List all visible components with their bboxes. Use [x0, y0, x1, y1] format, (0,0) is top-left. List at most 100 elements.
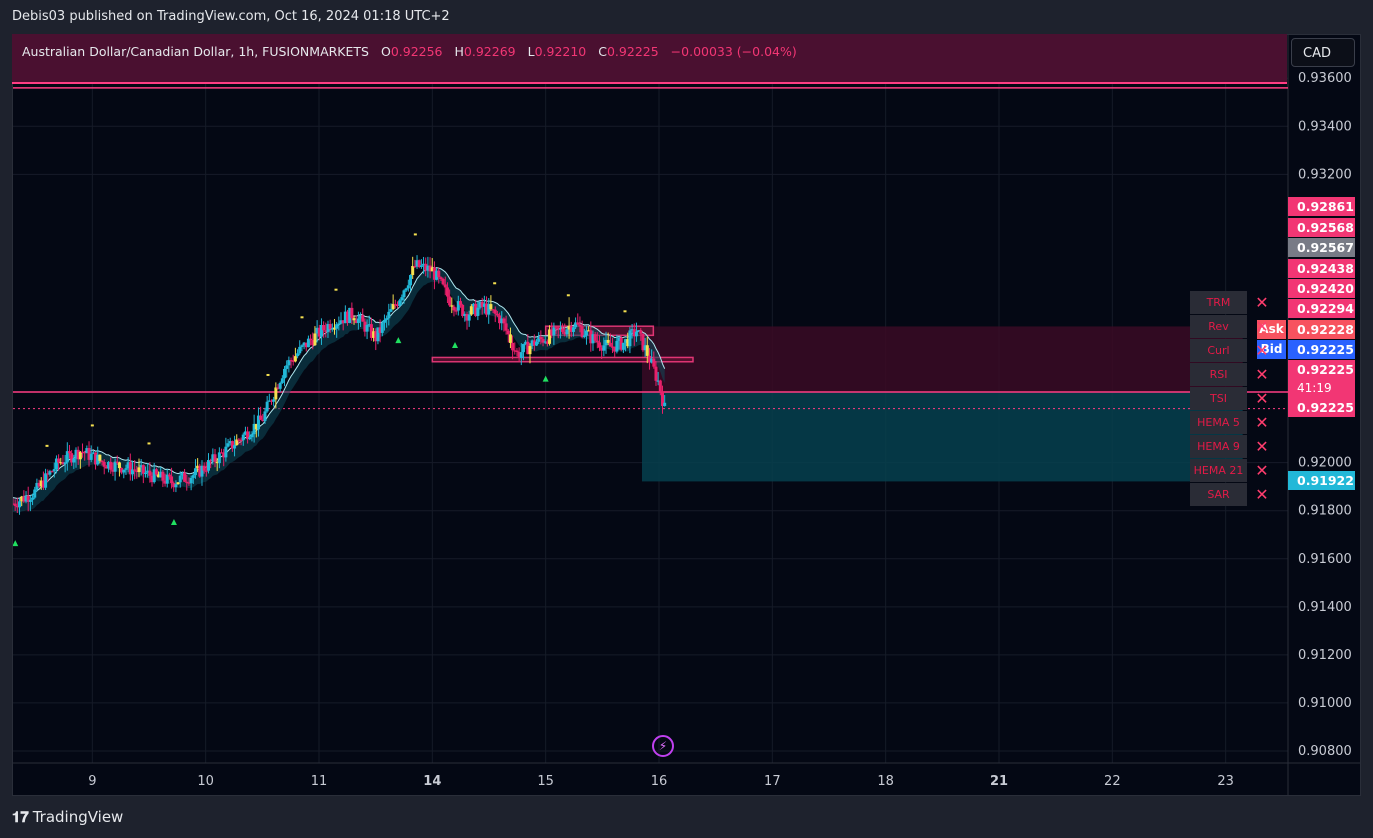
remove-indicator-icon[interactable]: ✕ [1255, 437, 1269, 456]
candle-body [500, 318, 504, 324]
candle-body [176, 482, 180, 485]
indicator-name[interactable]: Curl [1190, 339, 1247, 362]
indicator-name[interactable]: SAR [1190, 483, 1247, 506]
candle-body [521, 343, 525, 353]
candle [48, 469, 52, 477]
candle-body [626, 339, 630, 347]
candle [541, 336, 545, 347]
remove-indicator-icon[interactable]: ✕ [1255, 365, 1269, 384]
candle [521, 343, 525, 361]
x-tick-label: 21 [990, 774, 1008, 789]
candle-body [165, 474, 169, 484]
candle [328, 319, 332, 334]
currency-button[interactable]: CAD [1291, 38, 1355, 67]
candle-body [415, 260, 419, 267]
remove-indicator-icon[interactable]: ✕ [1255, 413, 1269, 432]
candle [335, 321, 339, 338]
indicator-row[interactable]: HEMA 21 ✕ [1190, 459, 1290, 482]
price-label: 0.92225 [1288, 360, 1355, 379]
candle-body [57, 458, 61, 463]
candle-body [561, 328, 565, 332]
candle-body [291, 360, 295, 362]
indicator-name[interactable]: Rev [1190, 315, 1247, 338]
candle [111, 462, 115, 477]
lightning-icon[interactable]: ⚡ [652, 735, 674, 757]
candle [130, 460, 134, 481]
candle-body [632, 329, 636, 337]
candle-body [133, 469, 137, 471]
indicator-name[interactable]: TSI [1190, 387, 1247, 410]
remove-indicator-icon[interactable]: ✕ [1255, 485, 1269, 504]
candle-body [498, 315, 502, 324]
indicator-name[interactable]: HEMA 9 [1190, 435, 1247, 458]
indicator-row[interactable]: Rev ✕ [1190, 315, 1290, 338]
candle [63, 455, 67, 473]
candle-body [589, 330, 593, 344]
candle-body [569, 325, 573, 332]
candle [324, 322, 328, 338]
remove-indicator-icon[interactable]: ✕ [1255, 389, 1269, 408]
candle [380, 320, 384, 337]
candle-body [61, 462, 65, 465]
candle-body [532, 340, 536, 346]
tradingview-logo[interactable]: 𝟏𝟕 TradingView [12, 808, 123, 826]
indicator-name[interactable]: HEMA 5 [1190, 411, 1247, 434]
candle-body [385, 318, 389, 320]
candle [350, 302, 354, 324]
candle [498, 312, 502, 330]
candle-body [422, 263, 426, 266]
price-label: 0.92228 [1288, 320, 1355, 339]
symbol-title[interactable]: Australian Dollar/Canadian Dollar, 1h, F… [22, 44, 369, 59]
remove-indicator-icon[interactable]: ✕ [1255, 293, 1269, 312]
candle-body [35, 482, 39, 490]
candle [172, 481, 176, 492]
indicator-row[interactable]: SAR ✕ [1190, 483, 1290, 506]
buy-arrow-marker [452, 341, 458, 348]
indicator-row[interactable]: RSI ✕ [1190, 363, 1290, 386]
candle-body [658, 380, 662, 392]
remove-indicator-icon[interactable]: ✕ [1255, 461, 1269, 480]
zone-box [431, 356, 694, 363]
indicator-row[interactable]: Curl ✕ [1190, 339, 1290, 362]
candle-body [352, 318, 356, 321]
candle [94, 452, 98, 470]
indicator-row[interactable]: HEMA 9 ✕ [1190, 435, 1290, 458]
remove-indicator-icon[interactable]: ✕ [1255, 317, 1269, 336]
candle [133, 460, 137, 480]
indicator-name[interactable]: RSI [1190, 363, 1247, 386]
high-value: 0.92269 [463, 44, 516, 59]
candle [556, 326, 560, 339]
x-tick-label: 14 [423, 774, 441, 789]
indicator-name[interactable]: HEMA 21 [1190, 459, 1247, 482]
indicator-name[interactable]: TRM [1190, 291, 1247, 314]
candle [463, 311, 467, 322]
candle-body [346, 311, 350, 323]
candle [641, 333, 645, 352]
candle [285, 360, 289, 378]
candle-body [526, 341, 530, 355]
candle-body [324, 330, 328, 332]
indicator-row[interactable]: TRM ✕ [1190, 291, 1290, 314]
candle-body [46, 473, 50, 475]
candle [300, 344, 304, 352]
candle [424, 257, 428, 277]
remove-indicator-icon[interactable]: ✕ [1255, 341, 1269, 360]
candle-body [207, 459, 210, 471]
candle [189, 475, 193, 491]
candle [200, 460, 204, 486]
candle [341, 320, 345, 331]
candle [445, 282, 449, 304]
candle-body [85, 448, 89, 454]
candle [650, 349, 654, 364]
candle [337, 316, 341, 331]
candle-body [376, 327, 380, 342]
candle-body [580, 326, 584, 338]
indicator-row[interactable]: TSI ✕ [1190, 387, 1290, 410]
price-chart[interactable]: 0.90800 0.91000 0.91200 0.91400 0.91600 0.918… [13, 35, 1360, 795]
indicator-row[interactable]: HEMA 5 ✕ [1190, 411, 1290, 434]
chart-frame[interactable]: 0.90800 0.91000 0.91200 0.91400 0.91600 0.918… [12, 34, 1361, 796]
price-label: 0.92225 [1288, 398, 1355, 417]
candle [313, 326, 317, 346]
candle-body [107, 461, 111, 469]
candle [272, 396, 276, 407]
